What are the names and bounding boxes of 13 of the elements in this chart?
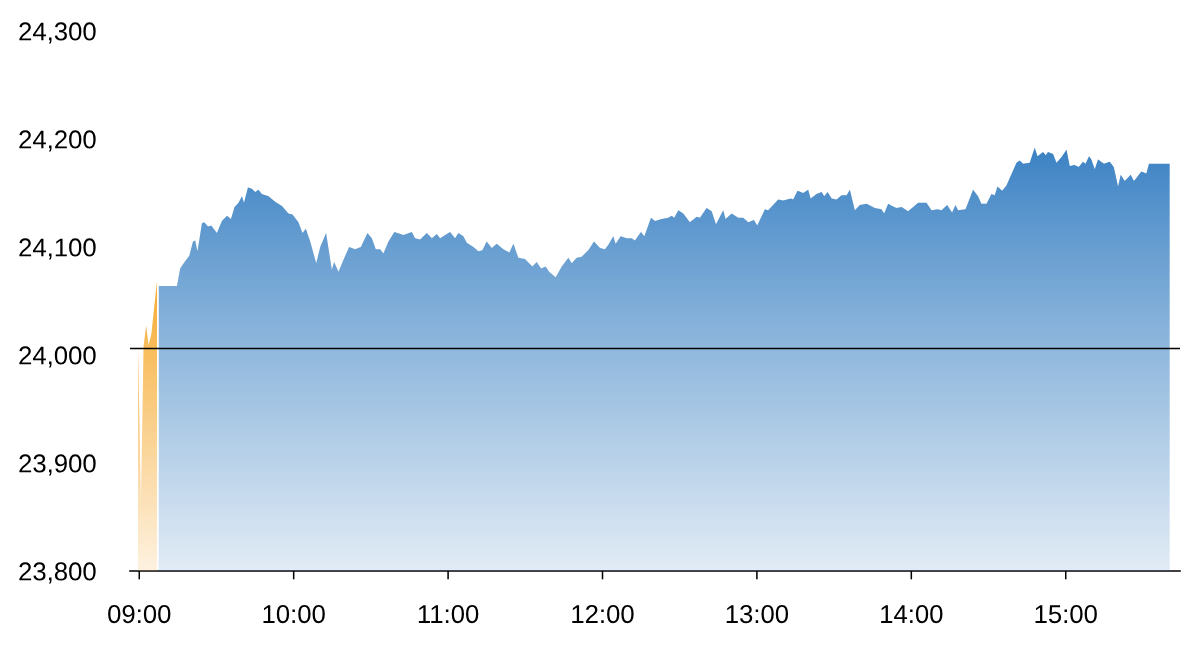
x-tick-label: 10:00 [263, 605, 325, 624]
x-tick-label: 12:00 [572, 605, 634, 624]
y-tick-label: 24,100 [19, 238, 96, 260]
x-tick-label: 14:00 [881, 605, 943, 624]
x-tick-label: 09:00 [108, 605, 171, 624]
x-tick-label: 11:00 [418, 605, 479, 624]
x-tick-label: 13:00 [726, 605, 789, 624]
y-tick-label: 24,200 [19, 130, 96, 152]
x-tick-label: 15:00 [1035, 605, 1097, 624]
y-tick-label: 24,300 [19, 22, 96, 44]
y-tick-label: 24,000 [19, 346, 96, 368]
y-tick-label: 23,800 [19, 562, 96, 584]
y-tick-label: 23,900 [19, 454, 96, 476]
